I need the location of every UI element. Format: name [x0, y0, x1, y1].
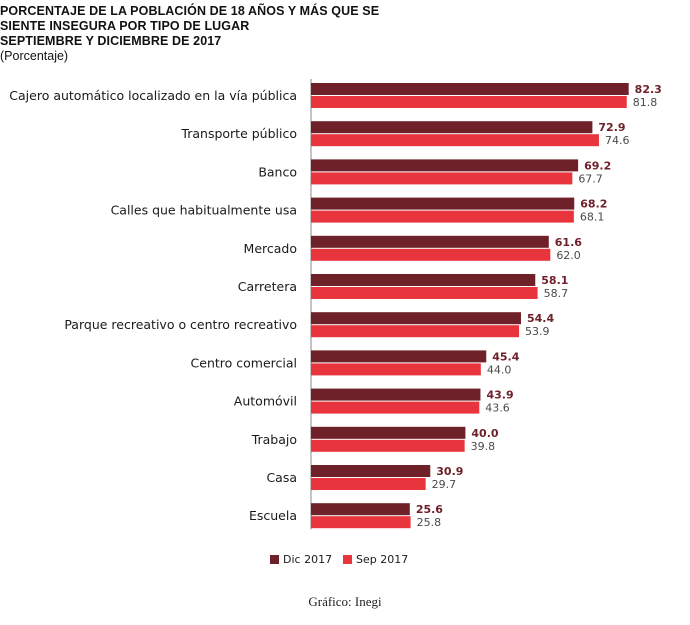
bar-sep-2017: [311, 172, 573, 185]
data-label-sep-2017: 74.6: [605, 134, 630, 147]
bar-dic-2017: [311, 426, 466, 439]
data-label-sep-2017: 62.0: [556, 249, 581, 262]
category-label: Banco: [258, 164, 297, 179]
category-label: Mercado: [244, 241, 297, 256]
data-label-dic-2017: 40.0: [471, 427, 498, 440]
bar-sep-2017: [311, 325, 520, 338]
chart-title-line: PORCENTAJE DE LA POBLACIÓN DE 18 AÑOS Y …: [0, 4, 380, 18]
bar-dic-2017: [311, 388, 481, 401]
bar-dic-2017: [311, 465, 431, 477]
data-label-dic-2017: 54.4: [527, 312, 554, 325]
bar-dic-2017: [311, 235, 549, 248]
data-label-dic-2017: 82.3: [635, 83, 662, 96]
category-label: Centro comercial: [191, 355, 297, 370]
category-label: Calles que habitualmente usa: [111, 203, 297, 218]
data-label-sep-2017: 44.0: [487, 363, 512, 376]
bar-sep-2017: [311, 96, 627, 108]
bar-sep-2017: [311, 363, 481, 376]
bar-sep-2017: [311, 401, 480, 414]
legend-swatch-sep-2017: [343, 555, 352, 564]
bar-dic-2017: [311, 159, 579, 172]
category-label: Cajero automático localizado en la vía p…: [9, 88, 297, 103]
bar-sep-2017: [311, 248, 551, 261]
chart-subtitle: (Porcentaje): [0, 49, 69, 63]
data-label-dic-2017: 61.6: [555, 236, 582, 249]
category-label: Trabajo: [251, 432, 297, 447]
category-label: Escuela: [249, 508, 297, 523]
data-label-sep-2017: 68.1: [580, 211, 605, 224]
category-label: Parque recreativo o centro recreativo: [64, 317, 297, 332]
data-label-sep-2017: 29.7: [432, 478, 457, 491]
category-label: Automóvil: [234, 394, 297, 409]
data-label-dic-2017: 58.1: [541, 274, 568, 287]
legend-label-dic-2017: Dic 2017: [283, 553, 332, 566]
bar-dic-2017: [311, 350, 487, 363]
data-label-dic-2017: 72.9: [598, 121, 625, 134]
category-label: Transporte público: [180, 126, 297, 141]
bar-dic-2017: [311, 274, 536, 286]
data-label-sep-2017: 81.8: [633, 96, 658, 109]
bar-sep-2017: [311, 478, 426, 490]
data-label-sep-2017: 43.6: [485, 402, 510, 415]
data-label-dic-2017: 68.2: [580, 198, 607, 211]
data-label-dic-2017: 69.2: [584, 159, 611, 172]
category-label: Carretera: [238, 279, 297, 294]
data-label-dic-2017: 30.9: [436, 465, 463, 478]
data-label-sep-2017: 67.7: [578, 172, 603, 185]
bar-sep-2017: [311, 210, 574, 223]
data-label-sep-2017: 53.9: [525, 325, 550, 338]
bar-sep-2017: [311, 516, 411, 529]
data-label-dic-2017: 25.6: [416, 503, 443, 516]
bar-sep-2017: [311, 439, 465, 452]
chart-title-line: SIENTE INSEGURA POR TIPO DE LUGAR: [0, 19, 250, 33]
bar-dic-2017: [311, 83, 629, 95]
bar-chart: Cajero automático localizado en la vía p…: [9, 79, 662, 566]
bar-sep-2017: [311, 134, 599, 147]
data-label-sep-2017: 58.7: [544, 287, 569, 300]
legend-label-sep-2017: Sep 2017: [356, 553, 408, 566]
data-label-sep-2017: 39.8: [471, 440, 496, 453]
bar-dic-2017: [311, 197, 575, 210]
data-label-dic-2017: 45.4: [492, 350, 519, 363]
data-label-sep-2017: 25.8: [417, 516, 442, 529]
data-label-dic-2017: 43.9: [486, 389, 513, 402]
chart-title-line: SEPTIEMBRE Y DICIEMBRE DE 2017: [0, 34, 222, 48]
bar-sep-2017: [311, 287, 538, 299]
bar-dic-2017: [311, 503, 410, 516]
category-label: Casa: [266, 470, 297, 485]
bar-dic-2017: [311, 121, 593, 134]
chart-title: PORCENTAJE DE LA POBLACIÓN DE 18 AÑOS Y …: [0, 4, 379, 49]
bar-dic-2017: [311, 312, 521, 325]
figure-caption: Gráfico: Inegi: [308, 594, 382, 609]
legend-swatch-dic-2017: [270, 555, 279, 564]
